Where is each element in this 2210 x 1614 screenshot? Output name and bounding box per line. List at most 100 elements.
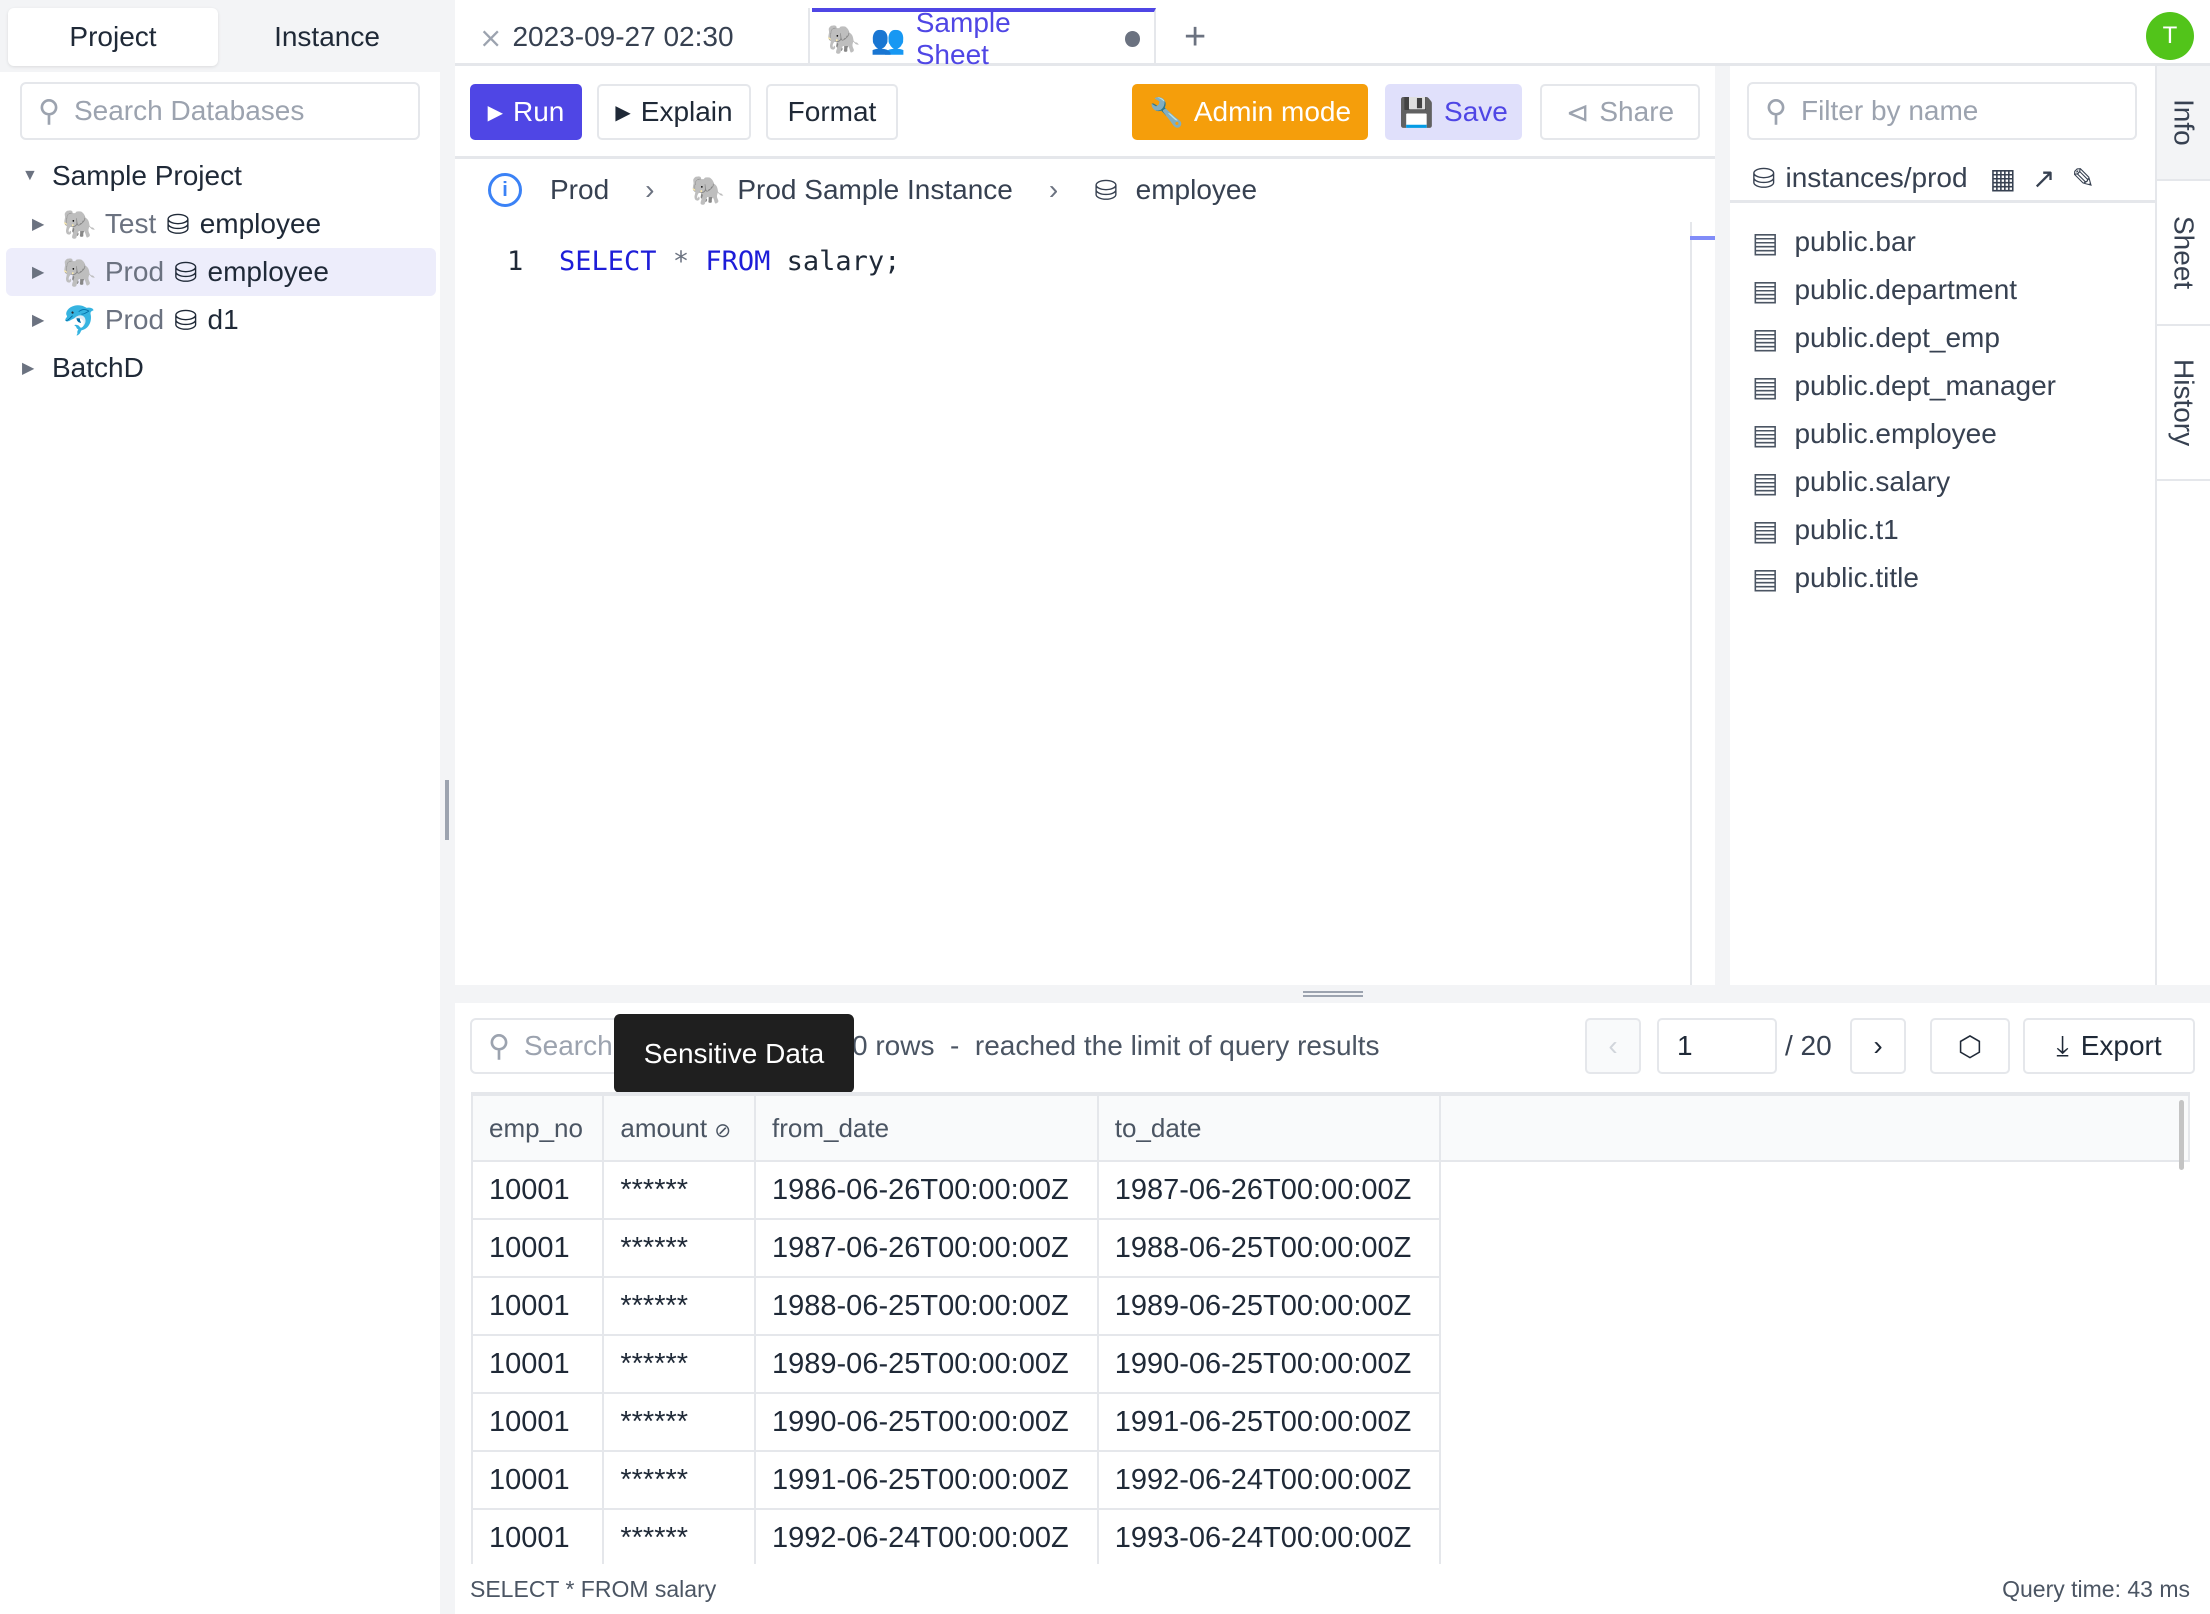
- breadcrumb-instance[interactable]: Prod Sample Instance: [737, 174, 1013, 205]
- postgres-icon: 🐘: [62, 208, 97, 240]
- format-button[interactable]: Format: [766, 84, 898, 140]
- mysql-icon: 🐬: [62, 304, 97, 336]
- sheet-tabbar: ⨯ 2023-09-27 02:30 🐘 👥 Sample Sheet + T: [455, 0, 2210, 70]
- tree-item-prod-employee[interactable]: ▶ 🐘 Prod ⛁ employee: [6, 248, 436, 296]
- share-button[interactable]: ⊲ Share: [1540, 84, 1700, 140]
- save-button[interactable]: 💾 Save: [1385, 84, 1522, 140]
- column-header[interactable]: from_date: [754, 1094, 1099, 1162]
- tree-item-prod-d1[interactable]: ▶ 🐬 Prod ⛁ d1: [6, 296, 436, 344]
- page-input[interactable]: 1: [1657, 1018, 1777, 1074]
- postgres-icon: 🐘: [690, 174, 726, 206]
- table-list-item[interactable]: ▤ public.t1: [1752, 508, 1899, 552]
- table-cell[interactable]: 1990-06-25T00:00:00Z: [1096, 1334, 1442, 1394]
- cube-icon: ⬡: [1957, 1030, 1983, 1062]
- explain-button[interactable]: ▶ Explain: [597, 84, 751, 140]
- add-tab-button[interactable]: +: [1184, 15, 1207, 58]
- search-databases-input[interactable]: ⚲ Search Databases: [20, 82, 420, 140]
- table-cell[interactable]: 10001: [471, 1334, 605, 1394]
- sidebar-resize-handle[interactable]: [440, 0, 455, 1614]
- table-cell[interactable]: 1986-06-26T00:00:00Z: [754, 1160, 1099, 1220]
- breadcrumb-env[interactable]: Prod: [550, 174, 610, 205]
- table-list-item[interactable]: ▤ public.dept_manager: [1752, 364, 2056, 408]
- table-list-item[interactable]: ▤ public.bar: [1752, 220, 1916, 264]
- line-number: 1: [507, 246, 524, 277]
- table-list-item[interactable]: ▤ public.title: [1752, 556, 1919, 600]
- tab-sheet-2023[interactable]: ⨯ 2023-09-27 02:30: [465, 8, 810, 66]
- sql-editor[interactable]: 1 SELECT * FROM salary;: [455, 240, 1690, 985]
- table-cell[interactable]: 10001: [471, 1450, 605, 1510]
- filter-input[interactable]: ⚲ Filter by name: [1747, 82, 2137, 140]
- schema-diagram-icon[interactable]: ▦: [1989, 162, 2017, 194]
- db-label: employee: [199, 208, 322, 239]
- admin-mode-button[interactable]: 🔧 Admin mode: [1132, 84, 1368, 140]
- table-cell[interactable]: 1993-06-24T00:00:00Z: [1096, 1508, 1442, 1564]
- tree-item-test-employee[interactable]: ▶ 🐘 Test ⛁ employee: [6, 200, 436, 248]
- next-page-button[interactable]: ›: [1850, 1018, 1906, 1074]
- table-row: 10001 ****** 1989-06-25T00:00:00Z 1990-06-2…: [471, 1334, 2189, 1394]
- column-header[interactable]: amount ⊘: [602, 1094, 757, 1162]
- table-icon: ▤: [1752, 322, 1779, 354]
- results-resize-handle[interactable]: [455, 985, 2210, 1003]
- prev-page-button[interactable]: ‹: [1585, 1018, 1641, 1074]
- table-cell[interactable]: ******: [602, 1392, 757, 1452]
- table-list-item[interactable]: ▤ public.dept_emp: [1752, 316, 2000, 360]
- format-label: Format: [787, 96, 877, 127]
- table-cell[interactable]: 10001: [471, 1276, 605, 1336]
- column-header[interactable]: to_date: [1096, 1094, 1442, 1162]
- table-cell[interactable]: 1990-06-25T00:00:00Z: [754, 1392, 1099, 1452]
- table-cell[interactable]: 10001: [471, 1218, 605, 1278]
- table-list-item[interactable]: ▤ public.department: [1752, 268, 2017, 312]
- database-icon: ⛁: [1752, 162, 1776, 194]
- side-tab-sheet[interactable]: Sheet: [2157, 181, 2210, 326]
- table-cell[interactable]: 1992-06-24T00:00:00Z: [754, 1508, 1099, 1564]
- query-time: Query time: 43 ms: [2002, 1576, 2190, 1602]
- tab-sample-sheet[interactable]: 🐘 👥 Sample Sheet: [812, 7, 1156, 70]
- table-scrollbar[interactable]: [2179, 1100, 2184, 1170]
- table-cell[interactable]: 1991-06-25T00:00:00Z: [1096, 1392, 1442, 1452]
- filter-placeholder: Filter by name: [1800, 95, 1979, 126]
- table-cell[interactable]: 10001: [471, 1392, 605, 1452]
- column-name: from_date: [772, 1112, 890, 1143]
- table-cell[interactable]: 1987-06-26T00:00:00Z: [1096, 1160, 1442, 1220]
- table-cell[interactable]: 1989-06-25T00:00:00Z: [754, 1334, 1099, 1394]
- table-cell[interactable]: 1989-06-25T00:00:00Z: [1096, 1276, 1442, 1336]
- eye-off-icon[interactable]: ⊘: [714, 1119, 732, 1142]
- tree-item-sample-project[interactable]: ▼ Sample Project: [6, 152, 436, 200]
- external-link-icon[interactable]: ↗: [2032, 162, 2056, 194]
- table-list-item[interactable]: ▤ public.employee: [1752, 412, 1997, 456]
- column-header[interactable]: emp_no: [471, 1094, 605, 1162]
- avatar[interactable]: T: [2146, 12, 2194, 60]
- scroll-indicator: [1690, 236, 1715, 240]
- table-cell[interactable]: 1988-06-25T00:00:00Z: [754, 1276, 1099, 1336]
- editor-scrollbar[interactable]: [1690, 222, 1692, 987]
- tree-item-batchd[interactable]: ▶ BatchD: [6, 344, 436, 392]
- export-button[interactable]: ⤓ Export: [2023, 1018, 2195, 1074]
- table-cell[interactable]: ******: [602, 1450, 757, 1510]
- empty-cell: [1440, 1277, 2189, 1335]
- table-cell[interactable]: 1987-06-26T00:00:00Z: [754, 1218, 1099, 1278]
- wrench-icon: 🔧: [1148, 96, 1184, 128]
- table-cell[interactable]: 1988-06-25T00:00:00Z: [1096, 1218, 1442, 1278]
- table-cell[interactable]: 1991-06-25T00:00:00Z: [754, 1450, 1099, 1510]
- table-cell[interactable]: 10001: [471, 1508, 605, 1564]
- panel-resize-handle[interactable]: [1715, 66, 1730, 986]
- table-cell[interactable]: ******: [602, 1508, 757, 1564]
- toolbar-divider: [455, 156, 1715, 159]
- edit-icon[interactable]: ✎: [2071, 162, 2095, 194]
- side-tab-history[interactable]: History: [2157, 326, 2210, 481]
- table-row: 10001 ****** 1986-06-26T00:00:00Z 1987-06-2…: [471, 1160, 2189, 1220]
- table-cell[interactable]: 10001: [471, 1160, 605, 1220]
- table-cell[interactable]: ******: [602, 1218, 757, 1278]
- table-cell[interactable]: ******: [602, 1334, 757, 1394]
- tab-project[interactable]: Project: [8, 8, 218, 66]
- tab-instance[interactable]: Instance: [274, 21, 380, 52]
- side-tab-info[interactable]: Info: [2157, 66, 2210, 181]
- table-cell[interactable]: ******: [602, 1276, 757, 1336]
- breadcrumb-database[interactable]: employee: [1135, 174, 1258, 205]
- table-cell[interactable]: 1992-06-24T00:00:00Z: [1096, 1450, 1442, 1510]
- visualize-button[interactable]: ⬡: [1930, 1018, 2010, 1074]
- caret-right-icon: ▶: [22, 360, 35, 377]
- run-button[interactable]: ▶ Run: [470, 84, 582, 140]
- table-list-item[interactable]: ▤ public.salary: [1752, 460, 1950, 504]
- table-cell[interactable]: ******: [602, 1160, 757, 1220]
